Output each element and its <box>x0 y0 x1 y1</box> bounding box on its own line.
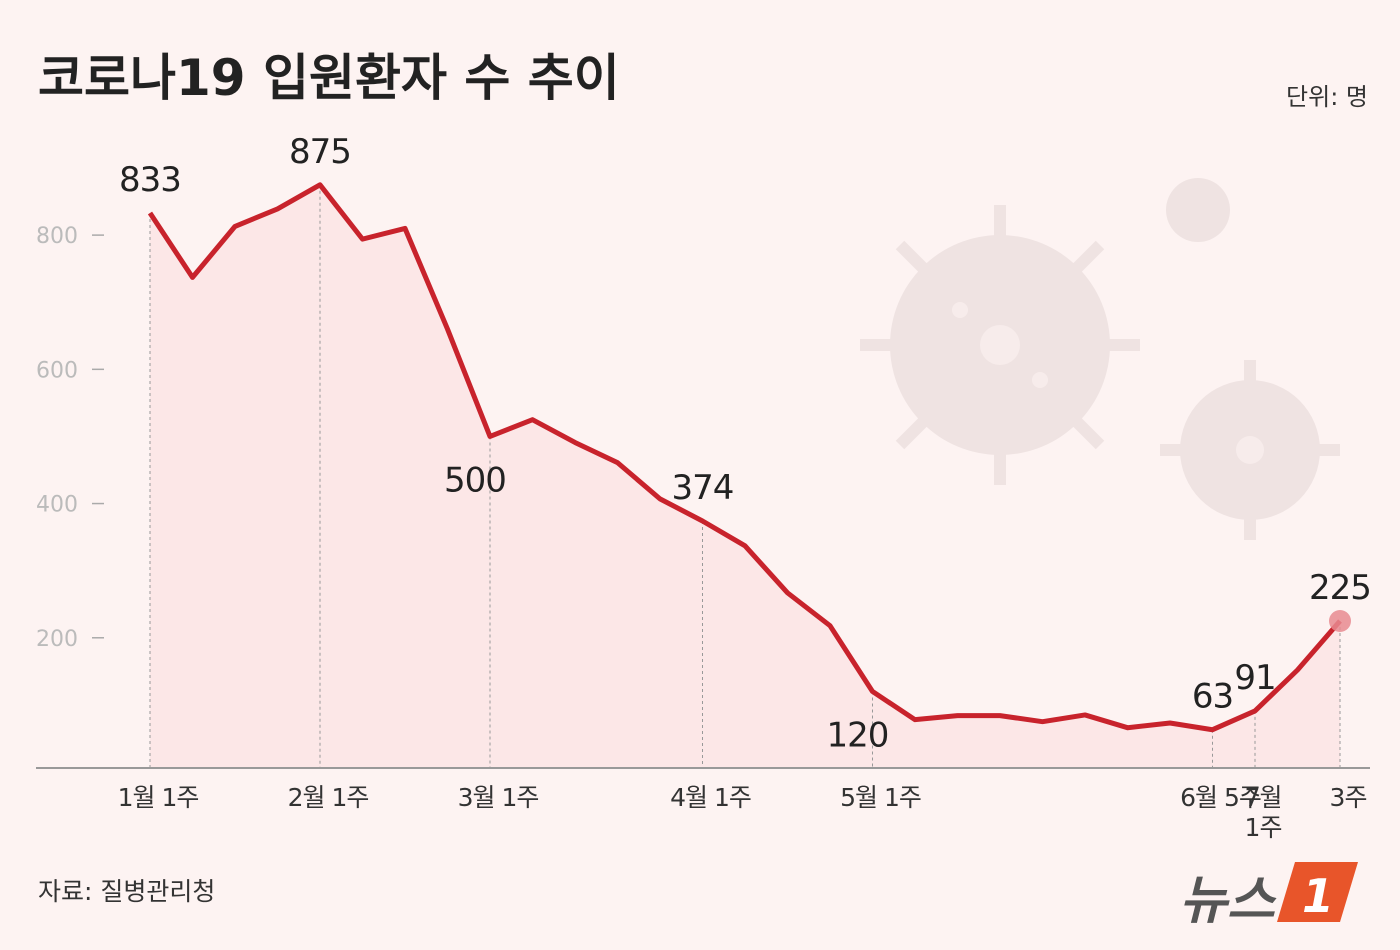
x-tick-label: 7월 1주 <box>1244 783 1283 842</box>
x-tick-label: 3주 <box>1329 783 1368 812</box>
area <box>150 184 1340 768</box>
x-tick-label: 5월 1주 <box>840 783 922 812</box>
y-tick-label: 400 <box>36 493 78 518</box>
data-label: 833 <box>119 160 181 200</box>
logo-text: 뉴스 <box>1179 871 1277 931</box>
x-tick-label: 1월 1주 <box>117 783 200 812</box>
data-label: 225 <box>1309 568 1371 608</box>
data-label: 63 <box>1192 677 1233 717</box>
y-tick-label: 800 <box>36 224 78 249</box>
virus-decoration <box>860 178 1340 540</box>
source: 자료: 질병관리청 <box>38 877 215 906</box>
logo-mark: 1 <box>1302 869 1334 923</box>
data-label: 875 <box>289 132 351 172</box>
y-tick-label: 600 <box>36 358 78 383</box>
logo-shape <box>1277 862 1358 922</box>
end-point <box>1329 610 1351 632</box>
x-tick-label: 2월 1주 <box>287 783 370 812</box>
data-label: 91 <box>1234 658 1275 698</box>
x-tick-label: 4월 1주 <box>670 783 752 812</box>
series-line <box>147 182 1342 733</box>
data-label: 500 <box>444 460 506 500</box>
x-tick-label: 3월 1주 <box>457 783 540 812</box>
logo: 뉴스 1 <box>1179 862 1358 931</box>
y-tick-label: 200 <box>36 627 78 652</box>
unit-label: 단위: 명 <box>1286 83 1368 111</box>
x-tick-label: 6월 5주 <box>1180 783 1262 812</box>
data-label: 374 <box>672 468 734 508</box>
chart-title: 코로나19 입원환자 수 추이 <box>38 49 620 107</box>
data-label: 120 <box>827 715 889 755</box>
